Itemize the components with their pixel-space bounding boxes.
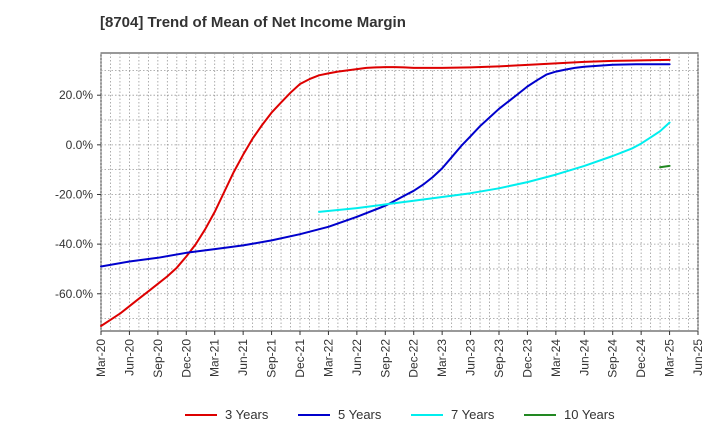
x-tick-label: Jun-22	[350, 339, 364, 376]
x-tick-label: Mar-21	[208, 339, 222, 377]
y-tick-label: 0.0%	[66, 138, 94, 152]
grid-lines	[100, 53, 699, 331]
x-tick-label: Jun-23	[464, 339, 478, 376]
x-tick-label: Dec-20	[179, 339, 193, 378]
x-tick-label: Sep-24	[606, 339, 620, 378]
x-tick-label: Sep-21	[265, 339, 279, 378]
x-tick-label: Mar-25	[663, 339, 677, 377]
legend-label: 7 Years	[451, 407, 495, 422]
series-line-7-years	[318, 121, 671, 213]
x-tick-label: Dec-23	[520, 339, 534, 378]
x-tick-label: Jun-20	[122, 339, 136, 376]
x-tick-label: Jun-21	[236, 339, 250, 376]
legend-label: 3 Years	[225, 407, 269, 422]
x-tick-label: Dec-21	[293, 339, 307, 378]
x-tick-label: Jun-25	[691, 339, 705, 376]
x-tick-label: Sep-22	[378, 339, 392, 378]
y-tick-label: 20.0%	[59, 88, 93, 102]
x-tick-label: Dec-24	[634, 339, 648, 378]
legend: 3 Years 5 Years 7 Years 10 Years	[185, 407, 615, 422]
legend-label: 10 Years	[564, 407, 615, 422]
x-tick-label: Jun-24	[577, 339, 591, 376]
chart-title: [8704] Trend of Mean of Net Income Margi…	[100, 14, 406, 31]
x-tick-label: Mar-22	[321, 339, 335, 377]
y-tick-label: -20.0%	[55, 187, 93, 201]
series-line-10-years	[659, 164, 671, 169]
y-tick-label: -60.0%	[55, 287, 93, 301]
plot-area	[100, 52, 699, 332]
x-tick-label: Dec-22	[407, 339, 421, 378]
x-tick-label: Mar-24	[549, 339, 563, 377]
x-tick-label: Mar-23	[435, 339, 449, 377]
series-line-5-years	[100, 63, 671, 268]
legend-label: 5 Years	[338, 407, 382, 422]
series-line-3-years	[100, 58, 671, 327]
x-tick-label: Mar-20	[94, 339, 108, 377]
x-tick-label: Sep-23	[492, 339, 506, 378]
y-tick-label: -40.0%	[55, 237, 93, 251]
x-tick-label: Sep-20	[151, 339, 165, 378]
